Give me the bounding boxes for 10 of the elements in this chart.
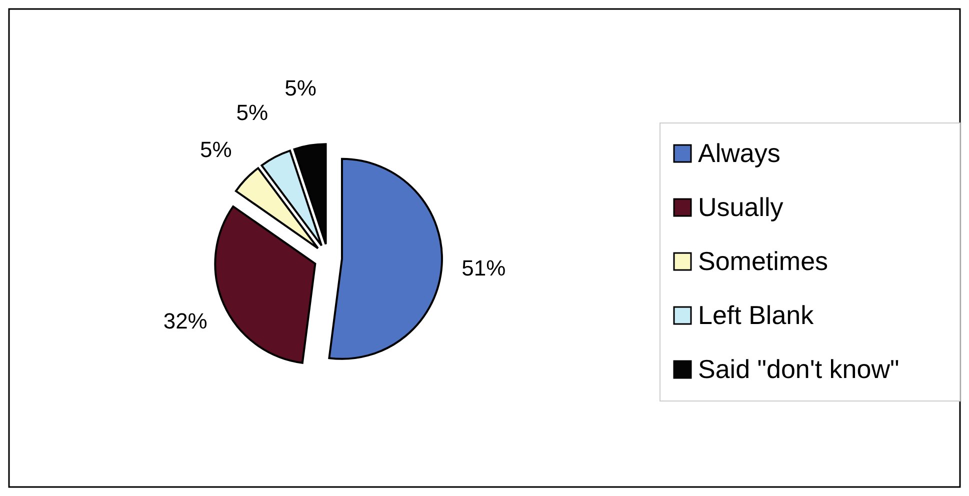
data-label: 5%	[236, 100, 268, 126]
data-label: 51%	[462, 255, 506, 280]
data-label: 5%	[284, 76, 316, 101]
legend-label: Usually	[698, 192, 784, 222]
legend-label: Left Blank	[698, 300, 815, 330]
legend-label: Sometimes	[698, 246, 828, 276]
legend-label: Said "don't know"	[698, 354, 900, 384]
data-label: 32%	[163, 308, 208, 334]
data-label: 5%	[200, 136, 232, 162]
legend-label: Always	[698, 138, 780, 168]
